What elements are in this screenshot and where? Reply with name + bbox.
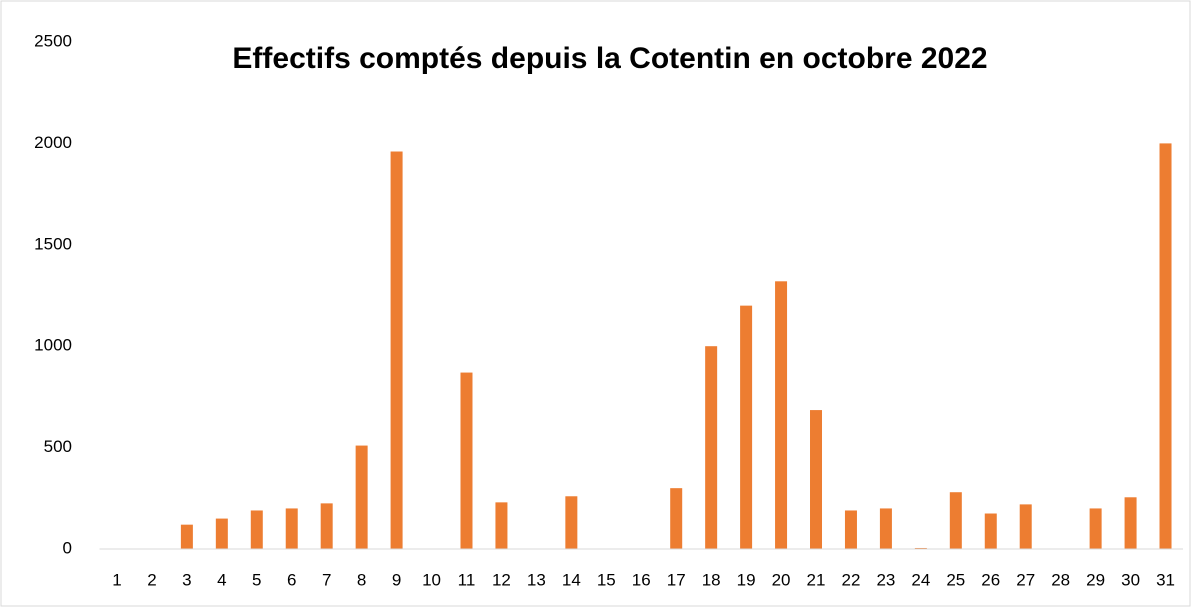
x-tick-label: 2 bbox=[147, 570, 156, 589]
y-tick-label: 2000 bbox=[34, 133, 72, 152]
bar bbox=[215, 518, 228, 549]
bar bbox=[250, 510, 263, 549]
x-tick-label: 28 bbox=[1051, 570, 1070, 589]
x-tick-label: 6 bbox=[287, 570, 296, 589]
bar bbox=[1019, 504, 1032, 549]
bar bbox=[180, 524, 193, 549]
bar bbox=[879, 508, 892, 549]
x-tick-label: 20 bbox=[772, 570, 791, 589]
x-tick-label: 13 bbox=[527, 570, 546, 589]
bar bbox=[285, 508, 298, 549]
bar bbox=[810, 410, 823, 549]
bar bbox=[705, 346, 718, 549]
x-tick-label: 4 bbox=[217, 570, 226, 589]
x-tick-label: 23 bbox=[876, 570, 895, 589]
x-tick-label: 19 bbox=[737, 570, 756, 589]
bar bbox=[1159, 143, 1172, 549]
x-tick-label: 17 bbox=[667, 570, 686, 589]
x-tick-label: 9 bbox=[392, 570, 401, 589]
x-tick-label: 14 bbox=[562, 570, 581, 589]
bar bbox=[740, 305, 753, 549]
x-tick-label: 31 bbox=[1156, 570, 1175, 589]
bar bbox=[984, 513, 997, 549]
bar bbox=[775, 281, 788, 549]
x-tick-label: 29 bbox=[1086, 570, 1105, 589]
x-tick-label: 3 bbox=[182, 570, 191, 589]
x-tick-label: 26 bbox=[981, 570, 1000, 589]
x-tick-label: 15 bbox=[597, 570, 616, 589]
x-tick-label: 12 bbox=[492, 570, 511, 589]
x-tick-label: 27 bbox=[1016, 570, 1035, 589]
y-tick-label: 1000 bbox=[34, 336, 72, 355]
x-tick-label: 7 bbox=[322, 570, 331, 589]
bar bbox=[565, 496, 578, 549]
bar bbox=[670, 488, 683, 549]
y-tick-label: 0 bbox=[63, 538, 72, 557]
y-tick-label: 2500 bbox=[34, 31, 72, 50]
bar bbox=[355, 445, 368, 549]
y-tick-label: 500 bbox=[44, 437, 72, 456]
x-tick-label: 30 bbox=[1121, 570, 1140, 589]
bar bbox=[390, 151, 403, 549]
x-tick-label: 10 bbox=[422, 570, 441, 589]
x-tick-label: 18 bbox=[702, 570, 721, 589]
y-tick-label: 1500 bbox=[34, 234, 72, 253]
chart-title: Effectifs comptés depuis la Cotentin en … bbox=[232, 42, 987, 75]
x-tick-label: 8 bbox=[357, 570, 366, 589]
bar bbox=[1124, 497, 1137, 549]
x-tick-label: 16 bbox=[632, 570, 651, 589]
bar bbox=[949, 492, 962, 549]
bar bbox=[844, 510, 857, 549]
bar bbox=[320, 503, 333, 549]
x-tick-label: 25 bbox=[946, 570, 965, 589]
bar bbox=[1089, 508, 1102, 549]
x-tick-label: 22 bbox=[841, 570, 860, 589]
x-tick-label: 24 bbox=[911, 570, 930, 589]
x-tick-label: 5 bbox=[252, 570, 261, 589]
bar bbox=[914, 547, 927, 549]
x-tick-label: 1 bbox=[112, 570, 121, 589]
bar bbox=[460, 372, 473, 549]
bar bbox=[495, 502, 508, 549]
x-tick-label: 21 bbox=[807, 570, 826, 589]
x-tick-label: 11 bbox=[458, 570, 476, 589]
